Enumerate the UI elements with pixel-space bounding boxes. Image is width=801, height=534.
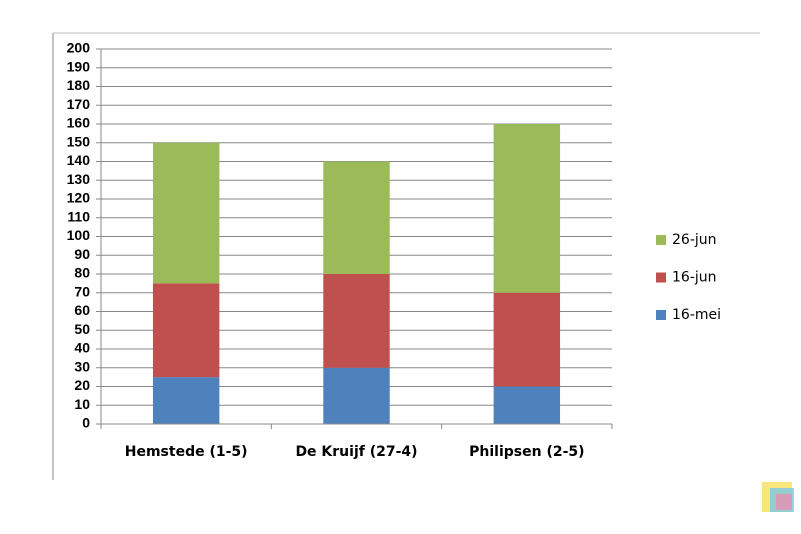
y-tick-label: 120	[67, 190, 91, 206]
bar-segment	[493, 386, 561, 424]
y-tick-label: 110	[67, 208, 90, 224]
legend-swatch	[656, 235, 666, 245]
legend-label: 16-jun	[672, 270, 717, 286]
legend-swatch	[656, 272, 666, 283]
y-tick-label: 0	[82, 415, 90, 431]
y-tick-label: 100	[67, 227, 91, 243]
legend-label: 16-mei	[672, 307, 721, 323]
y-tick-label: 200	[67, 40, 91, 56]
bar-segment	[152, 283, 220, 378]
legend-label: 26-jun	[672, 232, 717, 248]
x-tick-label: De Kruijf (27-4)	[295, 444, 417, 460]
bar-segment	[152, 377, 220, 424]
y-tick-label: 30	[74, 358, 90, 374]
y-tick-label: 130	[67, 171, 91, 187]
bar-segment	[493, 124, 561, 293]
y-tick-label: 150	[67, 133, 91, 149]
bar-segment	[323, 161, 390, 274]
y-tick-label: 90	[74, 246, 90, 262]
y-tick-label: 20	[74, 377, 90, 393]
y-tick-label: 60	[74, 302, 90, 318]
bar-segment	[152, 142, 220, 284]
y-tick-label: 140	[67, 152, 91, 168]
legend-swatch	[656, 310, 666, 320]
bar-segment	[493, 292, 561, 387]
y-tick-label: 180	[67, 77, 91, 93]
bar-segment	[323, 274, 390, 368]
y-tick-label: 190	[67, 58, 91, 74]
logo	[762, 482, 794, 512]
y-tick-label: 50	[74, 321, 90, 337]
y-tick-label: 10	[74, 396, 90, 412]
y-tick-label: 80	[74, 265, 90, 281]
x-tick-label: Philipsen (2-5)	[469, 444, 584, 460]
y-tick-label: 40	[74, 340, 90, 356]
x-tick-label: Hemstede (1-5)	[125, 444, 248, 460]
y-tick-label: 70	[74, 283, 90, 299]
y-tick-label: 170	[67, 96, 91, 112]
bar-segment	[323, 367, 390, 424]
y-tick-label: 160	[67, 115, 91, 131]
